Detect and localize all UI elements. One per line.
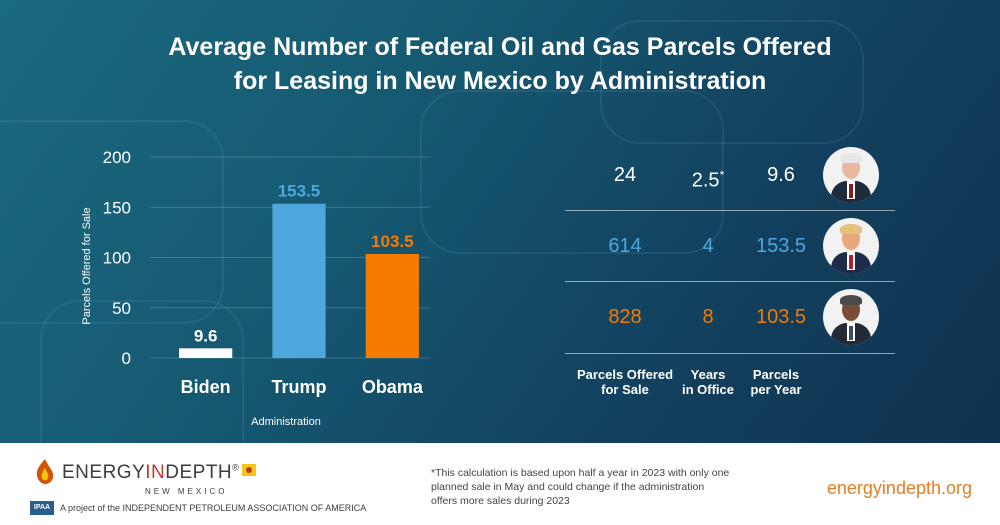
obama-portrait-icon — [823, 289, 879, 345]
table-row-trump: 614 4 153.5 — [565, 211, 895, 281]
data-labels: 9.6 153.5 103.5 — [194, 182, 414, 346]
row-divider — [565, 281, 895, 282]
y-tick-label: 200 — [103, 148, 131, 167]
trump-portrait-icon — [823, 218, 879, 274]
logo-registered-mark: ® — [232, 462, 240, 473]
header-line: per Year — [750, 382, 802, 397]
y-tick-label: 50 — [112, 299, 131, 318]
bar-chart: 0 50 100 150 200 9.6 153.5 103.5 Biden Trump Oba… — [81, 148, 430, 428]
row-divider — [565, 353, 895, 354]
ipaa-logo: IPAA — [30, 501, 54, 515]
parcels-offered-value: 828 — [608, 306, 642, 328]
website-link[interactable]: energyindepth.org — [826, 478, 972, 498]
y-tick-label: 0 — [122, 349, 131, 368]
bar-trump — [272, 203, 326, 358]
new-mexico-zia-icon — [242, 464, 257, 476]
portrait-tie — [849, 255, 853, 269]
x-category-label: Biden — [181, 377, 231, 397]
bars — [179, 203, 419, 358]
footer: ENERGYINDEPTH® NEW MEXICO IPAA A project… — [0, 443, 1000, 525]
years-value: 2.5 — [691, 169, 720, 192]
energyindepth-logo[interactable]: ENERGYINDEPTH® — [62, 462, 257, 484]
parcels-per-year-value: 153.5 — [755, 235, 807, 257]
x-axis-label: Administration — [251, 416, 321, 428]
bar-obama — [365, 253, 419, 358]
logo-word-in: IN — [145, 462, 166, 483]
table-row-biden: 24 2.5* 9.6 — [565, 140, 895, 210]
header-line: Parcels Offered — [576, 367, 674, 382]
years-in-office-value: 4 — [702, 235, 714, 257]
portrait-tie — [849, 326, 853, 340]
x-category-label: Trump — [271, 377, 326, 397]
portrait-hair — [840, 153, 862, 163]
background-pipe-decoration — [0, 120, 224, 324]
years-in-office-value: 8 — [702, 306, 714, 328]
background-pipe-decoration — [600, 20, 864, 144]
parcels-offered-value: 614 — [608, 235, 642, 257]
column-header-parcels: Parcels Offered for Sale — [569, 367, 681, 397]
years-in-office-value: 2.5* — [673, 140, 743, 210]
parcels-per-year-value: 103.5 — [755, 306, 807, 328]
data-label: 103.5 — [371, 232, 414, 251]
y-tick-label: 100 — [103, 249, 131, 268]
table-row-obama: 828 8 103.5 — [565, 282, 895, 352]
y-axis-label: Parcels Offered for Sale — [81, 207, 93, 324]
logo-word-depth: DEPTH — [165, 462, 233, 483]
x-axis-categories: Biden Trump Obama — [181, 377, 424, 397]
ipaa-credit: A project of the INDEPENDENT PETROLEUM A… — [60, 503, 367, 513]
data-label: 153.5 — [278, 182, 321, 201]
header-line: Years — [690, 367, 726, 382]
y-tick-label: 150 — [103, 198, 131, 217]
logo-word-energy: ENERGY — [62, 462, 146, 483]
parcels-per-year-value: 9.6 — [767, 164, 795, 186]
header-line: in Office — [681, 382, 734, 397]
background-pipe-decoration — [40, 300, 244, 443]
row-divider — [565, 210, 895, 211]
x-category-label: Obama — [362, 377, 424, 397]
y-axis-ticks: 0 50 100 150 200 — [103, 148, 131, 368]
energyindepth-flame-icon — [36, 459, 54, 484]
page-title: Average Number of Federal Oil and Gas Pa… — [0, 30, 1000, 98]
background-pipe-decoration — [420, 90, 724, 254]
title-line-2: for Leasing in New Mexico by Administrat… — [233, 67, 767, 95]
portrait-hair — [840, 295, 862, 305]
parcels-offered-value: 24 — [613, 164, 637, 186]
header-line: Parcels — [752, 367, 800, 382]
data-label: 9.6 — [194, 326, 218, 345]
portrait-tie — [849, 184, 853, 198]
portrait-hair — [840, 224, 862, 234]
column-header-years: Years in Office — [673, 367, 743, 397]
footnote: *This calculation is based upon half a y… — [431, 467, 730, 507]
column-header-per-year: Parcels per Year — [741, 367, 811, 397]
header-line: for Sale — [601, 382, 649, 397]
chart-panel: Average Number of Federal Oil and Gas Pa… — [0, 0, 1000, 443]
title-line-1: Average Number of Federal Oil and Gas Pa… — [168, 33, 832, 61]
footnote-asterisk: * — [719, 168, 725, 182]
logo-subtitle: NEW MEXICO — [145, 487, 228, 496]
biden-portrait-icon — [823, 147, 879, 203]
bar-biden — [179, 348, 233, 358]
